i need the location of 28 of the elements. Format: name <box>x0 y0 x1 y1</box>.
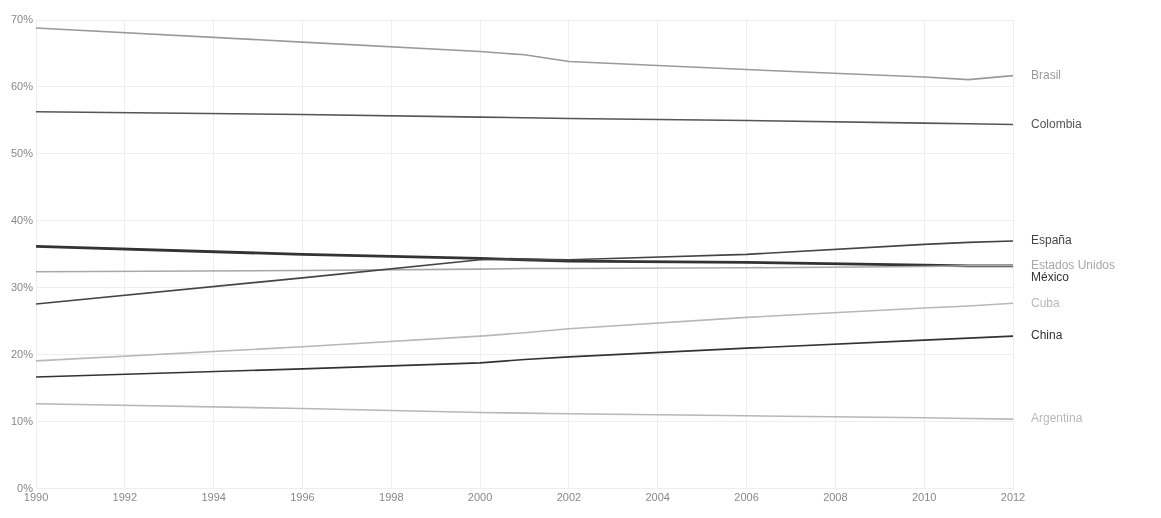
x-tick-label: 2008 <box>823 491 848 504</box>
x-tick-label: 2012 <box>1000 491 1026 504</box>
y-tick-label: 40% <box>10 213 34 226</box>
y-tick-label: 10% <box>10 414 34 427</box>
series-label: México <box>1031 270 1070 285</box>
y-tick-label: 60% <box>10 80 34 92</box>
x-tick-label: 1996 <box>290 491 315 504</box>
y-tick-label: 20% <box>10 347 34 360</box>
x-tick-label: 1994 <box>201 491 226 504</box>
y-tick-label: 0% <box>17 481 34 494</box>
y-tick-label: 50% <box>10 146 34 159</box>
x-tick-label: 2006 <box>734 491 759 504</box>
series-label: Colombia <box>1031 116 1083 131</box>
x-tick-label: 2000 <box>467 491 493 504</box>
series-label: Estados Unidos <box>1031 258 1116 273</box>
x-tick-label: 2010 <box>911 491 937 504</box>
series-label: China <box>1031 328 1063 343</box>
x-tick-label: 2004 <box>645 491 670 504</box>
y-tick-label: 30% <box>10 280 34 293</box>
series-label: Brasil <box>1031 67 1062 82</box>
y-tick-label: 70% <box>10 13 34 26</box>
series-label: Argentina <box>1031 411 1083 426</box>
x-tick-label: 1990 <box>23 491 49 504</box>
series-label: Cuba <box>1031 295 1061 310</box>
x-tick-label: 2002 <box>556 491 582 504</box>
x-tick-label: 1998 <box>379 491 404 504</box>
series-label: España <box>1031 233 1073 248</box>
x-tick-label: 1992 <box>112 491 138 504</box>
